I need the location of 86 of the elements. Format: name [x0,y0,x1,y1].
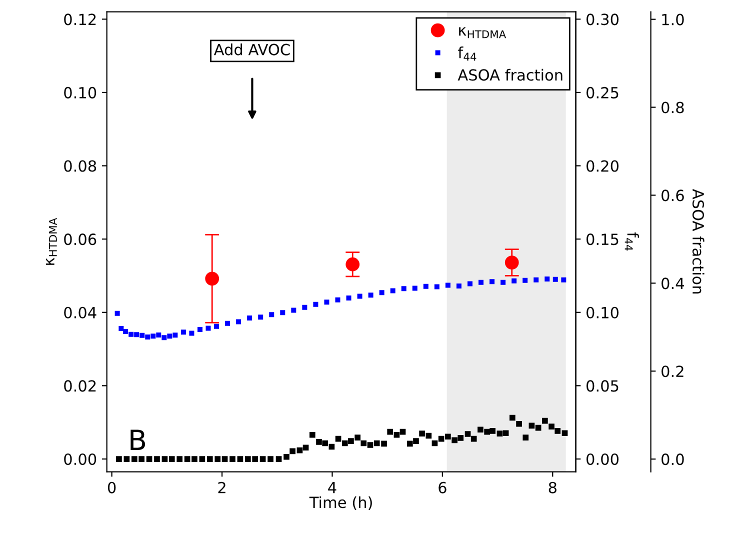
y3-tick-label: 0.2 [662,366,684,378]
point [500,280,506,285]
point [140,332,145,338]
point [313,302,318,307]
point [434,284,440,290]
point [379,290,384,296]
point [552,276,558,282]
y-tick-label: 0.10 [64,86,96,98]
point [490,279,495,284]
point [346,296,352,301]
x-tick-label: 4 [328,482,336,494]
point [197,327,202,332]
point [504,256,519,270]
y-tick-label: 0.12 [64,14,96,26]
point [456,283,462,288]
point [172,332,178,338]
annotation: B [130,430,146,450]
point [247,315,252,320]
point [167,334,172,339]
x-tick-label: 2 [218,482,226,494]
point [162,335,167,340]
y2-axis-title: f$_{44}$ [624,232,639,251]
y2-tick-label: 0.20 [586,160,619,172]
point [150,334,156,339]
point [134,332,140,338]
y2-tick-label: 0.00 [586,453,619,466]
point [467,281,472,286]
point [145,334,150,340]
y-tick-label: 0.06 [64,234,96,246]
y-tick-label: 0.00 [64,453,96,466]
point [236,319,242,324]
point [346,257,360,272]
point [445,282,450,288]
y2-tick-label: 0.05 [586,380,618,392]
point [206,326,211,331]
annotation: Add AVOC [214,44,290,56]
y2-tick-label: 0.30 [586,14,619,26]
point [534,277,539,282]
point [368,292,374,298]
point [512,278,517,284]
point [478,280,484,285]
point [390,288,396,294]
point [118,326,124,332]
point [189,330,194,336]
point [423,284,428,289]
point [280,310,286,316]
point [412,286,418,291]
point [544,276,550,282]
legend-label: κ$_{HTDMA}$ [459,27,506,38]
y-axis-title: κ$_{HTDMA}$ [46,218,57,265]
point [401,286,406,292]
x-axis-title: Time (h) [309,496,372,510]
y2-tick-label: 0.15 [586,234,618,246]
point [258,314,264,320]
y3-tick-label: 1.0 [662,14,684,26]
y2-tick-label: 0.10 [586,306,619,318]
point [205,272,220,286]
legend-label: f$_{44}$ [458,46,476,61]
point [357,294,362,299]
y3-tick-label: 0.4 [662,278,684,290]
point [214,324,220,329]
point [335,297,340,302]
point [302,304,308,310]
point [225,320,230,326]
y3-tick-label: 0.0 [662,454,684,466]
point [123,328,128,334]
y3-tick-label: 0.6 [662,190,684,202]
point [180,330,186,335]
point [561,277,566,282]
x-tick-label: 8 [548,482,556,494]
y3-tick-label: 0.8 [662,102,684,114]
legend-label: ASOA fraction [458,68,562,81]
y-tick-label: 0.08 [64,160,96,172]
x-tick-label: 0 [108,482,116,494]
y-tick-label: 0.04 [64,306,96,318]
y3-axis-title: ASOA fraction [692,189,704,294]
y2-tick-label: 0.25 [586,86,618,98]
point [156,332,162,338]
x-tick-label: 6 [438,482,446,494]
point [114,310,120,316]
point [269,312,274,318]
point [324,300,330,305]
y-tick-label: 0.02 [64,380,96,392]
point [522,278,528,283]
point [291,308,296,313]
point [128,332,134,337]
